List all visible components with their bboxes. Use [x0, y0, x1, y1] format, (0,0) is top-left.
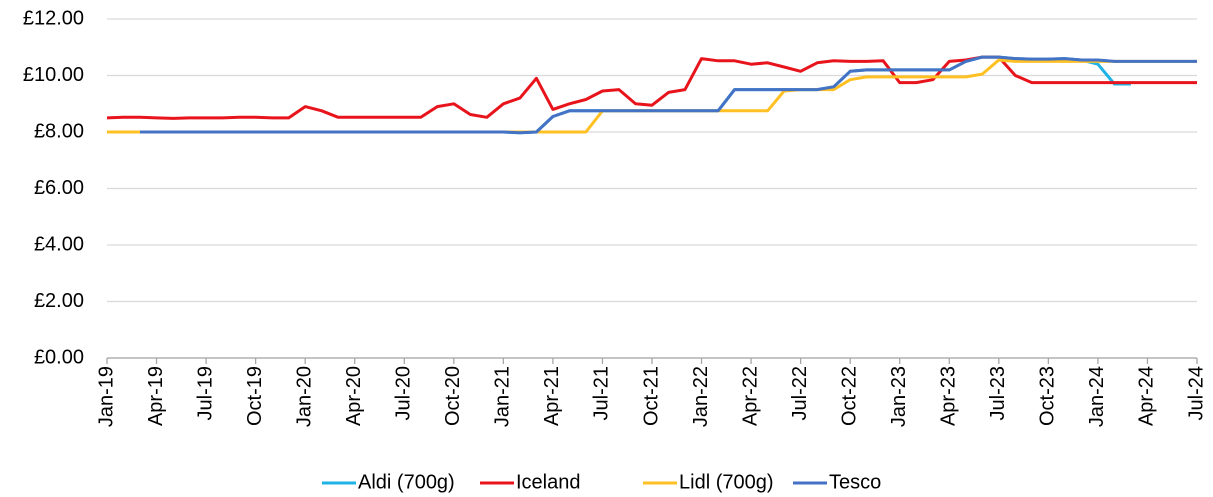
x-tick-label: Apr-21 [541, 366, 563, 426]
x-tick-label: Jul-23 [987, 366, 1009, 420]
series-line [140, 55, 1197, 135]
x-tick-label: Jan-21 [492, 366, 514, 427]
x-tick-label: Apr-24 [1136, 366, 1158, 426]
legend-label: Aldi (700g) [358, 471, 455, 493]
x-tick-label: Oct-21 [640, 366, 662, 426]
x-tick-label: Jan-23 [888, 366, 910, 427]
y-tick-label: £2.00 [34, 290, 84, 312]
series-line [140, 55, 1131, 135]
x-tick-label: Apr-20 [343, 366, 365, 426]
y-tick-label: £4.00 [34, 233, 84, 255]
x-tick-label: Jul-24 [1185, 366, 1207, 420]
x-tick-label: Jul-19 [194, 366, 216, 420]
y-tick-label: £6.00 [34, 177, 84, 199]
x-tick-label: Oct-23 [1037, 366, 1059, 426]
legend-label: Lidl (700g) [679, 471, 774, 493]
series-line [107, 58, 1197, 134]
series-line [106, 55, 1197, 120]
x-tick-label: Apr-23 [938, 366, 960, 426]
y-tick-label: £12.00 [23, 7, 84, 29]
y-tick-label: £10.00 [23, 64, 84, 86]
y-tick-label: £0.00 [34, 346, 84, 368]
legend-label: Tesco [829, 471, 881, 493]
x-tick-label: Oct-19 [244, 366, 266, 426]
x-tick-label: Oct-20 [442, 366, 464, 426]
x-tick-label: Jul-21 [591, 366, 613, 420]
y-tick-label: £8.00 [34, 120, 84, 142]
x-tick-label: Jan-24 [1086, 366, 1108, 427]
x-tick-label: Jan-20 [293, 366, 315, 427]
x-tick-label: Jul-20 [393, 366, 415, 420]
x-tick-label: Oct-22 [838, 366, 860, 426]
x-tick-label: Jan-22 [690, 366, 712, 427]
legend-label: Iceland [516, 471, 581, 493]
x-tick-label: Jul-22 [789, 366, 811, 420]
x-tick-label: Jan-19 [95, 366, 117, 427]
x-tick-label: Apr-22 [739, 366, 761, 426]
x-tick-label: Apr-19 [145, 366, 167, 426]
